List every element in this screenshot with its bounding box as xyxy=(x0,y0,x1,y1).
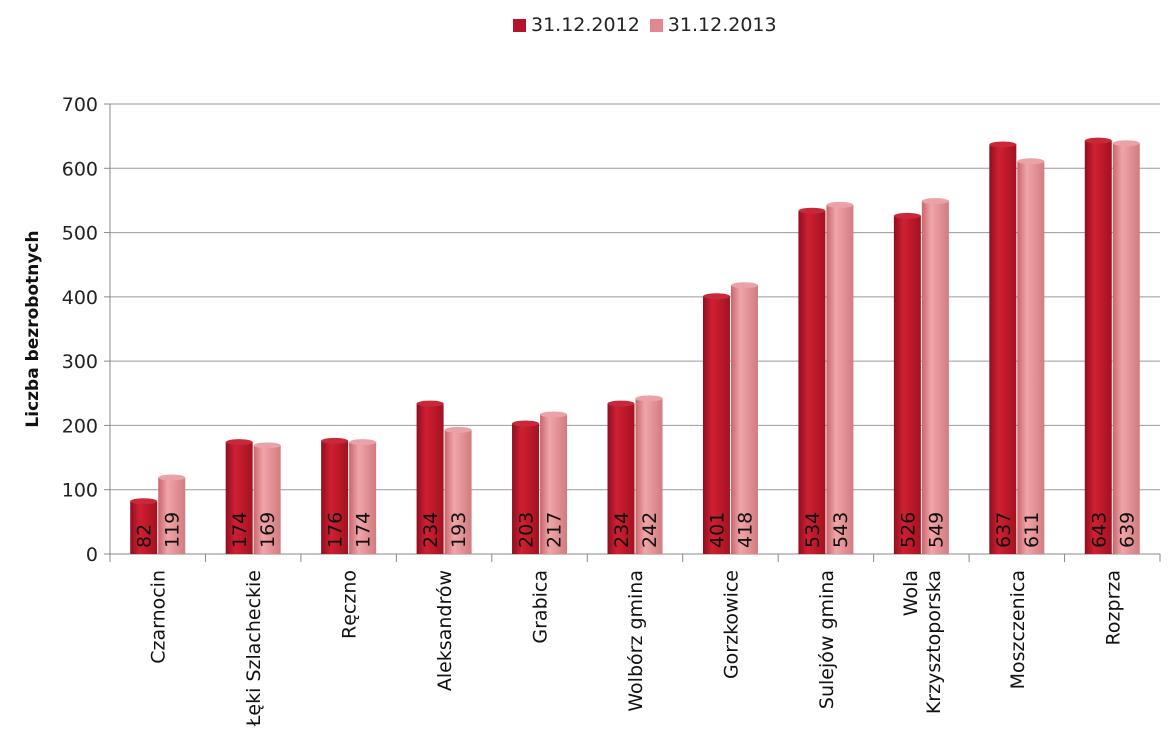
data-label: 611 xyxy=(1021,512,1043,548)
bar-top xyxy=(607,400,635,407)
bar xyxy=(540,414,568,554)
bar xyxy=(130,501,158,554)
bar xyxy=(416,403,444,554)
data-label: 82 xyxy=(134,524,156,548)
legend-swatch-2013 xyxy=(649,18,663,32)
legend-item-2012: 31.12.2012 xyxy=(513,14,640,36)
bar xyxy=(893,215,921,554)
data-label: 534 xyxy=(802,512,824,548)
bar xyxy=(1017,161,1045,554)
bar-top xyxy=(893,212,921,219)
category-label: Wola xyxy=(900,570,922,616)
category-label: Ręczno xyxy=(339,570,361,639)
data-label: 643 xyxy=(1088,512,1110,548)
data-label: 401 xyxy=(706,512,728,548)
bar xyxy=(702,296,730,554)
legend-item-2013: 31.12.2013 xyxy=(649,14,777,36)
data-label: 242 xyxy=(639,512,661,548)
data-label: 234 xyxy=(611,512,633,548)
data-label: 418 xyxy=(734,512,756,548)
y-tick-label: 0 xyxy=(86,544,98,566)
bar-top xyxy=(730,282,758,289)
data-label: 119 xyxy=(162,512,184,548)
data-label: 203 xyxy=(516,512,538,548)
category-label: Rozprza xyxy=(1102,570,1124,645)
bar xyxy=(730,285,758,554)
bar-top xyxy=(921,198,949,205)
data-label: 174 xyxy=(353,512,375,548)
bar-top xyxy=(540,411,568,418)
bar xyxy=(158,477,186,554)
category-label: Grabica xyxy=(530,570,552,644)
bar xyxy=(253,445,281,554)
category-label: Łęki Szlacheckie xyxy=(243,570,265,727)
data-label: 526 xyxy=(897,512,919,548)
bar xyxy=(989,144,1017,554)
y-tick-label: 300 xyxy=(62,351,98,373)
bar-top xyxy=(130,498,158,505)
category-label: Gorzkowice xyxy=(720,570,742,679)
data-label: 174 xyxy=(229,512,251,548)
bar-top xyxy=(444,426,472,433)
y-tick-label: 400 xyxy=(62,287,98,309)
bar-top xyxy=(1084,137,1112,144)
bar-top xyxy=(512,420,540,427)
y-tick-label: 600 xyxy=(62,158,98,180)
data-label: 639 xyxy=(1116,512,1138,548)
bar xyxy=(444,429,472,554)
bar xyxy=(225,442,253,554)
legend-label-2012: 31.12.2012 xyxy=(531,14,640,36)
bar-top xyxy=(635,395,663,402)
category-label: Moszczenica xyxy=(1007,570,1029,689)
legend-swatch-2012 xyxy=(513,18,526,32)
bar xyxy=(826,204,854,554)
y-axis-title: Liczba bezrobotnych xyxy=(23,230,43,427)
bar-top xyxy=(225,439,253,446)
bar xyxy=(635,398,663,554)
bar-top xyxy=(416,400,444,407)
data-label: 217 xyxy=(544,512,566,548)
bar-top xyxy=(702,293,730,300)
bar-top xyxy=(253,442,281,449)
y-tick-label: 200 xyxy=(62,415,98,437)
data-label: 176 xyxy=(325,512,347,548)
legend-label-2013: 31.12.2013 xyxy=(667,14,777,36)
data-label: 193 xyxy=(448,512,470,548)
bar-top xyxy=(349,439,377,446)
category-label: Krzysztoporska xyxy=(923,570,945,714)
bar xyxy=(798,210,826,554)
bar xyxy=(607,403,635,554)
bar-top xyxy=(1112,140,1140,147)
category-label: Wolbórz gmina xyxy=(625,570,647,712)
bar xyxy=(1112,143,1140,554)
y-tick-label: 500 xyxy=(62,223,98,245)
data-label: 637 xyxy=(993,512,1015,548)
y-tick-label: 700 xyxy=(62,94,98,116)
bar-top xyxy=(989,141,1017,148)
category-label: Aleksandrów xyxy=(434,570,456,691)
bar xyxy=(349,442,377,554)
data-label: 169 xyxy=(257,512,279,548)
bar-top xyxy=(826,201,854,208)
category-label: Czarnocin xyxy=(148,570,170,664)
bar xyxy=(1084,140,1112,554)
bar xyxy=(512,423,540,554)
category-label: Sulejów gmina xyxy=(816,570,838,709)
chart-legend: 31.12.2012 31.12.2013 xyxy=(513,14,787,36)
bar-top xyxy=(1017,158,1045,165)
data-label: 549 xyxy=(925,512,947,548)
bar-top xyxy=(158,474,186,481)
data-label: 234 xyxy=(420,512,442,548)
bar-top xyxy=(321,437,349,444)
data-label: 543 xyxy=(830,512,852,548)
bar-top xyxy=(798,207,826,214)
bar xyxy=(321,440,349,554)
y-tick-label: 100 xyxy=(62,480,98,502)
bar xyxy=(921,201,949,555)
